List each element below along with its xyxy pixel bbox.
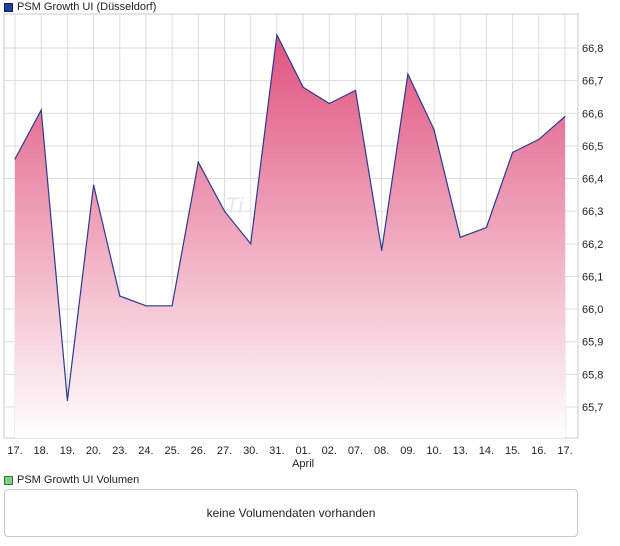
y-tick-label: 66,6 [582, 108, 603, 120]
data-point [92, 184, 95, 186]
y-tick-label: 66,1 [582, 271, 603, 283]
data-point [485, 226, 488, 229]
data-point [66, 399, 68, 402]
x-tick-label: 13. [453, 445, 468, 457]
data-point [302, 86, 304, 88]
x-tick-label: 24. [138, 445, 153, 457]
y-tick-label: 66,0 [582, 304, 603, 316]
data-point [407, 73, 409, 75]
x-tick-label: 15. [505, 445, 520, 457]
data-point [564, 115, 566, 118]
x-tick-label: 18. [34, 445, 49, 457]
x-axis: 17. 18. 19. 20. 23. 24. 25. 26. 27. 30. 31. 01. 02. 0… [7, 445, 572, 470]
price-line [14, 32, 566, 401]
y-tick-label: 66,8 [582, 43, 603, 55]
x-tick-label: 07. [348, 445, 363, 457]
y-tick-label: 65,8 [582, 369, 603, 381]
x-tick-label: 19. [60, 445, 75, 457]
y-tick-label: 66,4 [582, 174, 603, 186]
data-point [459, 236, 461, 238]
x-tick-label: 02. [322, 445, 337, 457]
data-point [119, 295, 121, 297]
volume-empty-message: keine Volumendaten vorhanden [206, 506, 376, 520]
data-point [381, 249, 383, 251]
x-tick-label: 08. [374, 445, 389, 457]
x-tick-label: 30. [243, 445, 258, 457]
x-tick-label: 27. [217, 445, 232, 457]
x-tick-label: 17. [557, 445, 572, 457]
price-legend-label: PSM Growth UI (Düsseldorf) [17, 1, 157, 13]
data-point [40, 109, 42, 111]
volume-legend-swatch [4, 475, 13, 485]
data-point [433, 128, 435, 131]
x-tick-label: 25. [164, 445, 179, 457]
data-point [250, 243, 252, 245]
data-point [223, 210, 226, 212]
area-fill [15, 34, 565, 439]
data-point [328, 102, 330, 105]
y-tick-label: 66,7 [582, 76, 603, 88]
x-tick-label: 23. [112, 445, 127, 457]
y-axis: 65,7 65,8 65,9 66,0 66,1 66,2 66,3 66,4 66,5 66,6… [582, 43, 603, 414]
y-tick-label: 65,7 [582, 402, 603, 414]
y-tick-label: 66,3 [582, 206, 603, 218]
x-tick-label: 20. [86, 445, 101, 457]
y-tick-label: 65,9 [582, 337, 603, 349]
y-tick-label: 66,5 [582, 141, 603, 153]
x-tick-label: 17. [7, 445, 22, 457]
price-chart: Ti 65,765,865,966,066,166,266,366,466,56… [3, 13, 603, 470]
x-tick-label: 09. [400, 445, 415, 457]
area-series [14, 32, 566, 439]
x-tick-label: 01. [295, 445, 310, 457]
volume-legend: PSM Growth UI Volumen [4, 473, 139, 487]
data-point [538, 138, 540, 140]
data-point [171, 305, 173, 307]
data-point [145, 305, 147, 307]
x-tick-label: 26. [191, 445, 206, 457]
data-point [276, 34, 278, 36]
x-tick-label: 16. [531, 445, 546, 457]
watermark: Ti [225, 193, 244, 218]
x-tick-label: 10. [426, 445, 441, 457]
y-tick-label: 66,2 [582, 239, 603, 251]
price-legend: PSM Growth UI (Düsseldorf) [4, 0, 156, 14]
month-label: April [292, 458, 314, 470]
data-point [512, 151, 514, 154]
data-point [197, 161, 199, 163]
volume-panel: keine Volumendaten vorhanden [4, 489, 578, 537]
price-legend-swatch [4, 2, 13, 12]
data-point [354, 89, 357, 92]
x-tick-label: 31. [269, 445, 284, 457]
x-tick-label: 14. [479, 445, 494, 457]
data-point [14, 158, 16, 160]
volume-legend-label: PSM Growth UI Volumen [17, 474, 140, 486]
